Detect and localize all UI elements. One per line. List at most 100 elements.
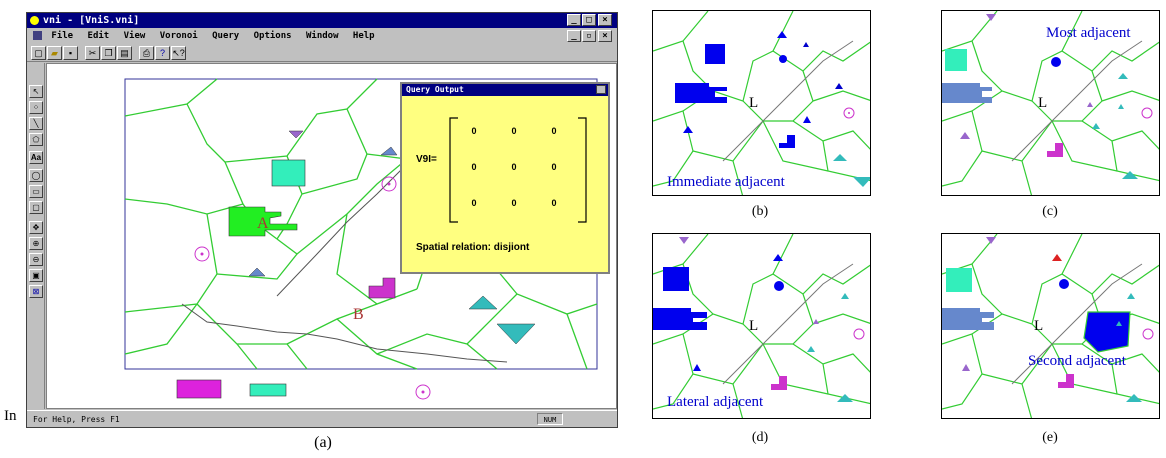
pink-circle-3 [415,384,431,400]
matrix-cell: 0 [511,162,517,172]
magenta-rect [176,379,222,399]
cut-icon[interactable]: ✂ [85,46,100,60]
relation-label: Immediate adjacent [667,174,785,190]
rectangle-tool-icon[interactable]: ▭ [29,185,43,198]
pink-circle-2 [194,246,210,262]
print-icon[interactable]: ⎙ [139,46,154,60]
zoom-out-icon[interactable]: ⊖ [29,253,43,266]
dialog-title-text: Query Output [406,85,464,94]
menu-help[interactable]: Help [352,31,375,41]
status-bar: For Help, Press F1 NUM [27,410,617,427]
matrix-cell: 0 [511,198,517,208]
minimize-button[interactable]: _ [567,14,581,26]
matrix-brackets [449,117,587,223]
polygon-tool-icon[interactable]: ⬠ [29,133,43,146]
teal-triangle-2 [496,323,536,345]
dialog-close-button[interactable] [596,85,606,94]
menu-query[interactable]: Query [212,31,240,41]
save-icon[interactable]: ▪ [63,46,78,60]
purple-triangle [288,130,304,139]
close-button[interactable]: × [598,14,612,26]
panel-b: L Immediate adjacent [652,10,871,196]
panel-c: L Most adjacent [941,10,1160,196]
caption-a: (a) [314,434,332,451]
matrix-cell: 0 [471,162,477,172]
menu-voronoi[interactable]: Voronoi [159,31,198,41]
title-bar: vni - [VniS.vni] _ □ × [27,13,617,28]
rounded-rect-tool-icon[interactable]: ▢ [29,201,43,214]
line-features [181,153,508,363]
line-label-l: L [1034,318,1043,334]
line-label-l: L [749,318,758,334]
text-tool-icon[interactable]: Aa [29,151,43,164]
status-text: For Help, Press F1 [33,415,120,424]
teal-square [271,159,306,187]
pink-circle-1 [381,176,397,192]
doc-minimize-button[interactable]: _ [567,30,581,42]
refresh-icon[interactable]: ⊠ [29,285,43,298]
menu-window[interactable]: Window [305,31,339,41]
panel-e-map: L [942,234,1159,418]
menu-file[interactable]: File [51,31,74,41]
panel-c-map: L [942,11,1159,195]
window-title: vni - [VniS.vni] [43,15,140,26]
doc-restore-button[interactable]: ▫ [582,30,596,42]
toolbar: ▢ ▰ ▪ ✂ ❐ ▤ ⎙ ? ↖? [27,44,617,62]
app-icon [30,16,39,25]
menu-bar: File Edit View Voronoi Query Options Win… [27,29,617,43]
line-label-l: L [749,95,758,111]
matrix-cell: 0 [551,162,557,172]
caption-c: (c) [1042,204,1058,219]
relation-label: Lateral adjacent [667,394,764,410]
full-extent-icon[interactable]: ▣ [29,269,43,282]
doc-close-button[interactable]: × [598,30,612,42]
context-help-icon[interactable]: ↖? [171,46,186,60]
teal-rect [249,383,287,397]
matrix-label: V9I= [416,154,437,165]
label-a: A [257,215,269,232]
blue-square [705,44,725,64]
copy-icon[interactable]: ❐ [101,46,116,60]
paste-icon[interactable]: ▤ [117,46,132,60]
panel-d: L Lateral adjacent [652,233,871,419]
line-label-l: L [1038,95,1047,111]
matrix-cell: 0 [551,126,557,136]
pan-tool-icon[interactable]: ✥ [29,221,43,234]
open-folder-icon[interactable]: ▰ [47,46,62,60]
dialog-title: Query Output [402,84,608,96]
teal-triangle-1 [468,295,498,310]
menu-view[interactable]: View [123,31,146,41]
matrix-cell: 0 [471,198,477,208]
caption-e: (e) [1042,430,1058,445]
polygon-b [368,277,396,299]
panel-e: L Second adjacent [941,233,1160,419]
spatial-relation-text: Spatial relation: disjiont [416,242,530,253]
select-arrow-icon[interactable]: ↖ [29,85,43,98]
matrix-cell: 0 [551,198,557,208]
zoom-in-icon[interactable]: ⊕ [29,237,43,250]
caption-d: (d) [751,430,769,445]
about-icon[interactable]: ? [155,46,170,60]
caption-b: (b) [751,204,769,219]
relation-label: Most adjacent [1046,25,1131,41]
panel-b-map: L [653,11,870,195]
new-file-icon[interactable]: ▢ [31,46,46,60]
overlap-text: In [4,408,17,424]
matrix-cell: 0 [471,126,477,136]
maximize-button[interactable]: □ [582,14,596,26]
doc-icon [33,31,42,40]
relation-label: Second adjacent [1028,353,1126,369]
menu-options[interactable]: Options [253,31,292,41]
matrix-cell: 0 [511,126,517,136]
label-b: B [353,306,364,323]
menu-edit[interactable]: Edit [87,31,110,41]
panel-d-map: L [653,234,870,418]
line-tool-icon[interactable]: ╲ [29,117,43,130]
ellipse-tool-icon[interactable]: ◯ [29,169,43,182]
blue-polygon [675,83,727,103]
num-indicator: NUM [537,413,563,425]
point-tool-icon[interactable]: ⁘ [29,101,43,114]
blue-triangle-top [380,146,398,156]
blue-triangle-mid [248,267,266,277]
polygon-a [228,206,298,237]
